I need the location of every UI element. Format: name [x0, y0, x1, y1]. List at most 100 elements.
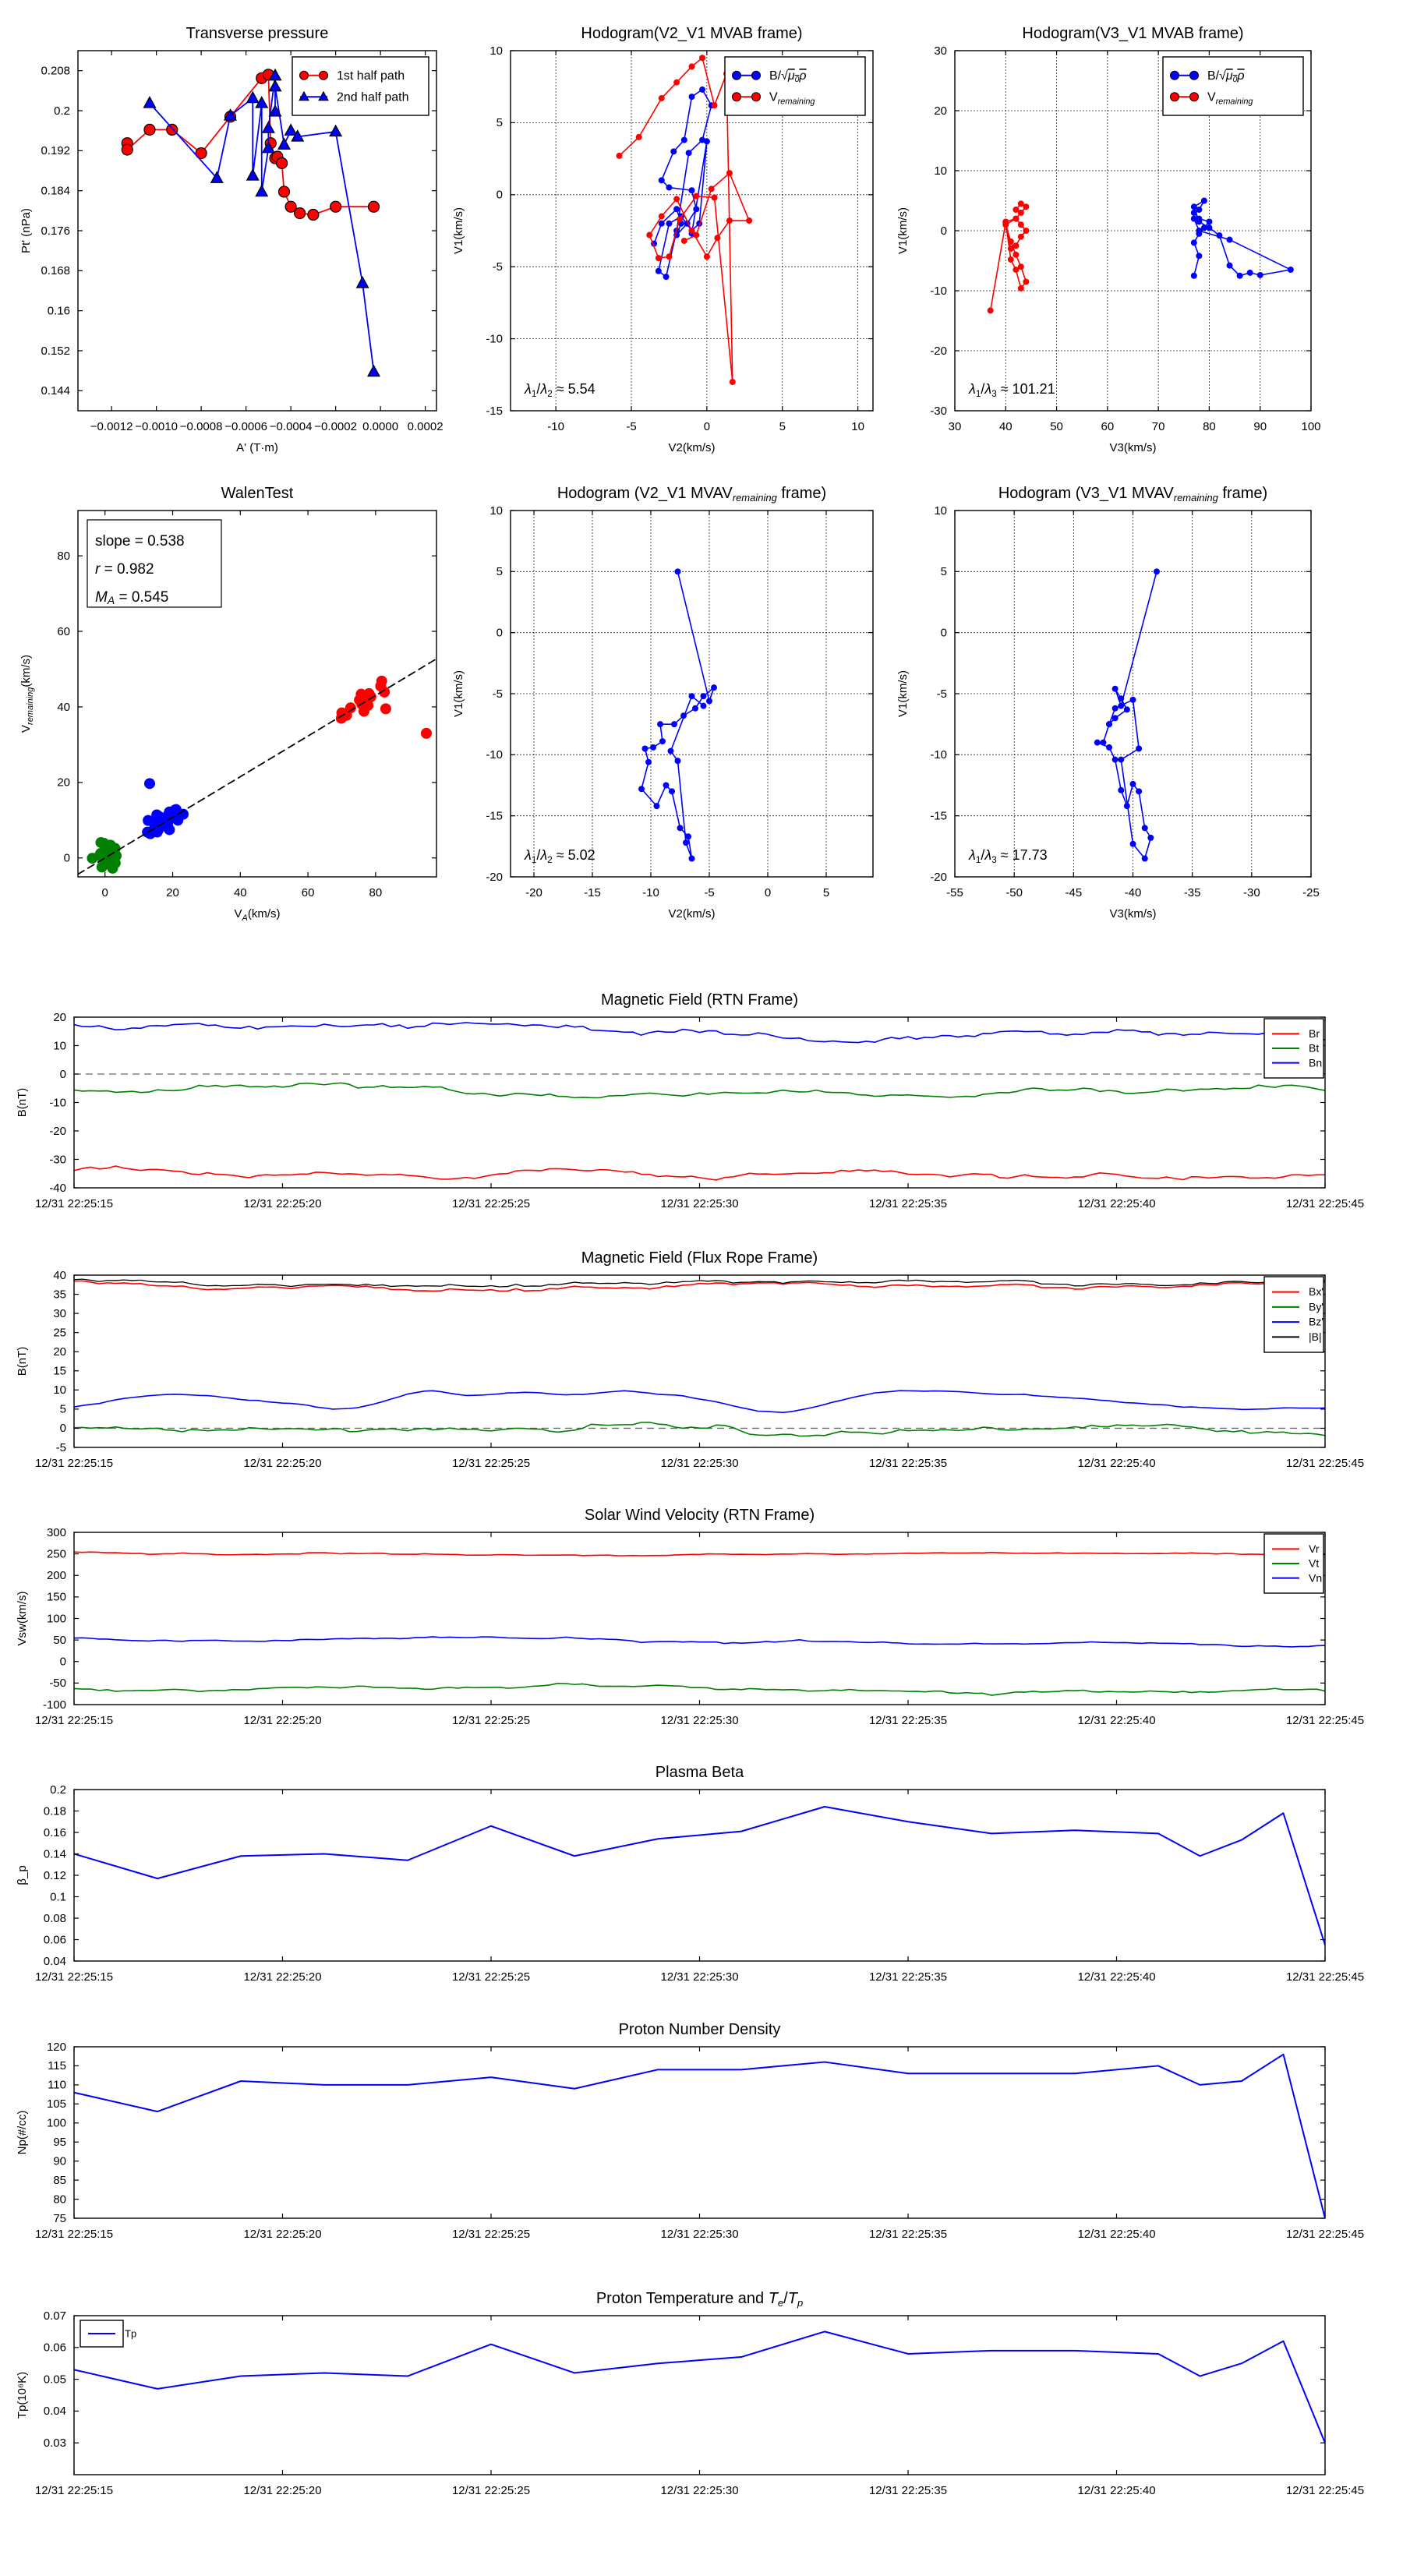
svg-text:V1(km/s): V1(km/s) — [896, 670, 910, 717]
svg-text:Pt' (nPa): Pt' (nPa) — [19, 208, 33, 253]
svg-text:12/31 22:25:40: 12/31 22:25:40 — [1077, 2484, 1155, 2497]
svg-text:-15: -15 — [930, 809, 947, 822]
svg-text:-10: -10 — [486, 332, 503, 345]
svg-text:12/31 22:25:30: 12/31 22:25:30 — [660, 1457, 738, 1470]
svg-text:-5: -5 — [937, 687, 947, 701]
svg-text:20: 20 — [57, 776, 70, 790]
svg-text:10: 10 — [934, 504, 947, 518]
svg-text:60: 60 — [57, 625, 70, 638]
svg-text:90: 90 — [1253, 420, 1267, 433]
svg-text:0.03: 0.03 — [44, 2436, 66, 2450]
svg-text:-10: -10 — [930, 748, 947, 761]
svg-text:0.12: 0.12 — [44, 1869, 66, 1882]
svg-text:12/31 22:25:40: 12/31 22:25:40 — [1077, 1714, 1155, 1727]
svg-text:20: 20 — [53, 1011, 66, 1024]
svg-text:10: 10 — [53, 1039, 66, 1052]
svg-text:12/31 22:25:20: 12/31 22:25:20 — [243, 1714, 321, 1727]
svg-text:Vr: Vr — [1309, 1542, 1320, 1555]
svg-text:MA = 0.545: MA = 0.545 — [95, 589, 168, 606]
svg-text:0.2: 0.2 — [50, 1783, 66, 1797]
svg-text:10: 10 — [489, 504, 503, 518]
svg-text:Hodogram (V2_V1 MVAVremaining: Hodogram (V2_V1 MVAVremaining frame) — [557, 485, 826, 504]
svg-text:12/31 22:25:30: 12/31 22:25:30 — [660, 2228, 738, 2241]
svg-text:Bn: Bn — [1309, 1056, 1322, 1069]
svg-text:By': By' — [1309, 1301, 1323, 1313]
svg-text:250: 250 — [47, 1547, 66, 1560]
svg-text:-30: -30 — [1243, 886, 1260, 899]
svg-text:12/31 22:25:20: 12/31 22:25:20 — [243, 2228, 321, 2241]
svg-text:Hodogram(V3_V1 MVAB frame): Hodogram(V3_V1 MVAB frame) — [1022, 25, 1243, 42]
svg-text:V3(km/s): V3(km/s) — [1110, 907, 1157, 921]
svg-text:V2(km/s): V2(km/s) — [669, 441, 716, 454]
svg-text:60: 60 — [1101, 420, 1115, 433]
svg-text:12/31 22:25:45: 12/31 22:25:45 — [1286, 2228, 1364, 2241]
svg-text:−0.0010: −0.0010 — [135, 420, 178, 433]
svg-text:12/31 22:25:25: 12/31 22:25:25 — [452, 1197, 530, 1210]
svg-text:0.16: 0.16 — [44, 1826, 66, 1839]
svg-text:0.144: 0.144 — [41, 384, 70, 398]
svg-text:-40: -40 — [1125, 886, 1142, 899]
svg-text:5: 5 — [823, 886, 829, 899]
svg-text:0.14: 0.14 — [44, 1847, 66, 1860]
svg-text:12/31 22:25:45: 12/31 22:25:45 — [1286, 1197, 1364, 1210]
svg-text:B(nT): B(nT) — [16, 1088, 29, 1118]
svg-text:15: 15 — [53, 1365, 66, 1378]
svg-text:0.208: 0.208 — [41, 64, 70, 77]
svg-text:90: 90 — [53, 2154, 66, 2168]
svg-text:-20: -20 — [930, 345, 947, 358]
svg-text:12/31 22:25:35: 12/31 22:25:35 — [869, 1457, 947, 1470]
svg-text:−0.0008: −0.0008 — [180, 420, 223, 433]
svg-text:V1(km/s): V1(km/s) — [452, 670, 465, 717]
svg-text:40: 40 — [999, 420, 1012, 433]
svg-text:95: 95 — [53, 2136, 66, 2149]
svg-text:12/31 22:25:25: 12/31 22:25:25 — [452, 2484, 530, 2497]
svg-text:12/31 22:25:35: 12/31 22:25:35 — [869, 1970, 947, 1984]
svg-text:12/31 22:25:40: 12/31 22:25:40 — [1077, 1457, 1155, 1470]
svg-text:A' (T·m): A' (T·m) — [236, 441, 278, 454]
svg-text:2nd half path: 2nd half path — [337, 91, 409, 104]
svg-text:0.0002: 0.0002 — [408, 420, 444, 433]
svg-text:10: 10 — [489, 44, 503, 58]
svg-text:0.2: 0.2 — [54, 104, 70, 118]
svg-text:115: 115 — [48, 2059, 66, 2072]
svg-text:12/31 22:25:20: 12/31 22:25:20 — [243, 2484, 321, 2497]
svg-text:V3(km/s): V3(km/s) — [1110, 441, 1157, 454]
svg-text:0: 0 — [941, 626, 947, 639]
svg-text:-10: -10 — [547, 420, 564, 433]
svg-text:105: 105 — [47, 2097, 66, 2111]
svg-text:-30: -30 — [930, 405, 947, 418]
svg-text:0.08: 0.08 — [44, 1912, 66, 1925]
svg-text:25: 25 — [53, 1326, 66, 1339]
svg-text:−0.0006: −0.0006 — [224, 420, 267, 433]
svg-text:Bt: Bt — [1309, 1042, 1319, 1055]
svg-text:0.07: 0.07 — [44, 2309, 66, 2323]
svg-text:0.0000: 0.0000 — [362, 420, 398, 433]
svg-text:40: 40 — [57, 701, 70, 714]
svg-text:WalenTest: WalenTest — [221, 485, 294, 502]
svg-text:Tp: Tp — [125, 2327, 136, 2339]
svg-text:Np(#/cc): Np(#/cc) — [16, 2111, 29, 2155]
svg-text:Plasma Beta: Plasma Beta — [656, 1764, 744, 1781]
svg-text:12/31 22:25:35: 12/31 22:25:35 — [869, 1197, 947, 1210]
svg-text:200: 200 — [47, 1569, 66, 1582]
svg-text:0: 0 — [60, 1422, 66, 1435]
svg-text:0.16: 0.16 — [48, 304, 70, 317]
svg-text:12/31 22:25:45: 12/31 22:25:45 — [1286, 1457, 1364, 1470]
svg-text:Proton Number Density: Proton Number Density — [619, 2021, 781, 2038]
svg-text:Proton Temperature and Te/Tp: Proton Temperature and Te/Tp — [596, 2290, 803, 2309]
svg-text:Transverse pressure: Transverse pressure — [186, 25, 329, 42]
svg-text:12/31 22:25:15: 12/31 22:25:15 — [35, 1197, 113, 1210]
svg-text:-10: -10 — [642, 886, 659, 899]
svg-text:0: 0 — [497, 626, 503, 639]
svg-text:60: 60 — [302, 886, 315, 899]
svg-text:10: 10 — [851, 420, 864, 433]
svg-text:Br: Br — [1309, 1027, 1320, 1040]
svg-text:30: 30 — [949, 420, 962, 433]
svg-text:-20: -20 — [49, 1125, 66, 1138]
svg-text:Tp(10⁶K): Tp(10⁶K) — [16, 2372, 29, 2419]
svg-text:slope = 0.538: slope = 0.538 — [95, 533, 185, 549]
svg-text:50: 50 — [53, 1634, 66, 1647]
svg-text:−0.0004: −0.0004 — [270, 420, 313, 433]
svg-text:12/31 22:25:25: 12/31 22:25:25 — [452, 1970, 530, 1984]
svg-text:B/√μ0ρ: B/√μ0ρ — [1207, 69, 1245, 84]
